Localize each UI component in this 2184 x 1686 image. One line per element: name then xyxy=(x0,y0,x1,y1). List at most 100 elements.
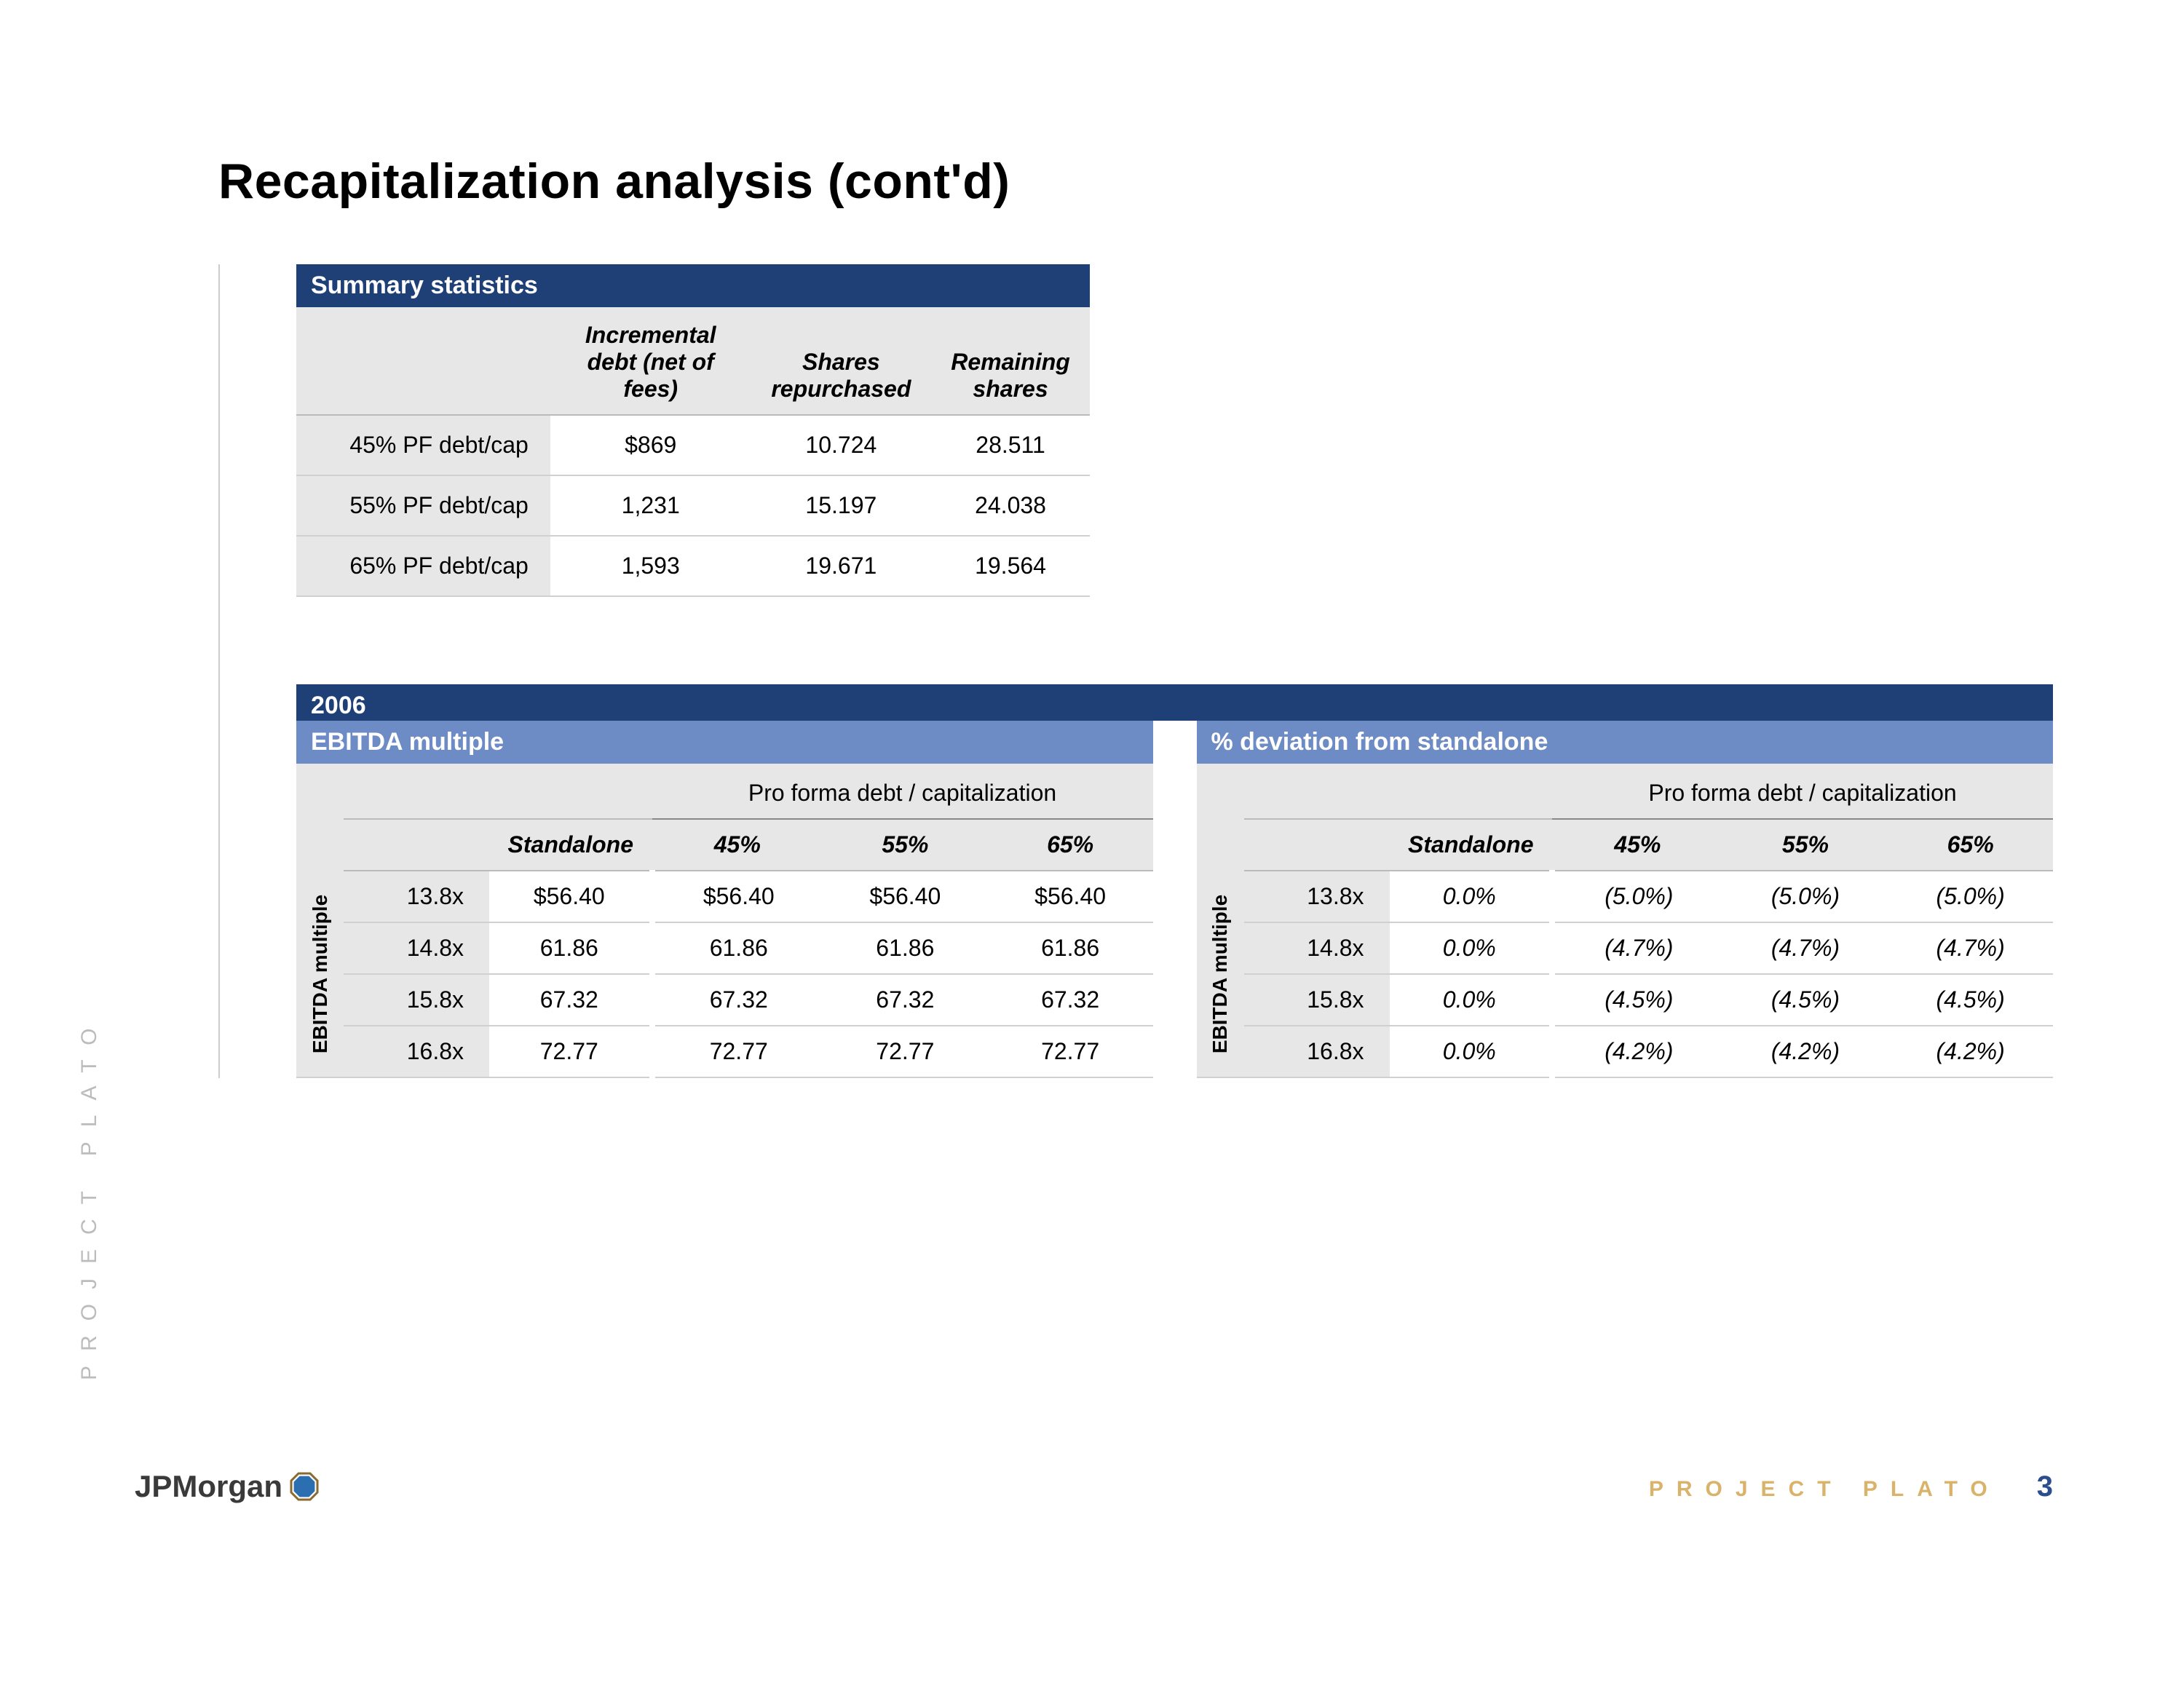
sens-cell: (5.0%) xyxy=(1888,871,2053,922)
left-sub-banner: EBITDA multiple xyxy=(296,721,1153,764)
ebitda-multiple-table: Pro forma debt / capitalization Standalo… xyxy=(296,764,1153,1078)
slide: Recapitalization analysis (cont'd) Summa… xyxy=(0,0,2184,1686)
sens-standalone-cell: 0.0% xyxy=(1390,871,1553,922)
sens-cell: $56.40 xyxy=(988,871,1153,922)
table-row: 55% PF debt/cap1,23115.19724.038 xyxy=(296,475,1090,536)
sens-standalone-cell: 0.0% xyxy=(1390,1026,1553,1077)
sens-cell: 72.77 xyxy=(823,1026,988,1077)
summary-table: Incremental debt (net of fees) Shares re… xyxy=(296,307,1090,597)
sens-cell: 72.77 xyxy=(652,1026,823,1077)
table-row: 16.8x72.7772.7772.7772.77 xyxy=(296,1026,1153,1077)
summary-row-label: 55% PF debt/cap xyxy=(296,475,550,536)
side-label-cell: EBITDA multiple xyxy=(1197,871,1244,1077)
right-scen-0: 45% xyxy=(1552,819,1723,871)
sens-row-label: 16.8x xyxy=(1244,1026,1390,1077)
sens-cell: 61.86 xyxy=(988,922,1153,974)
summary-cell: 1,593 xyxy=(550,536,751,596)
table-row: 16.8x0.0%(4.2%)(4.2%)(4.2%) xyxy=(1197,1026,2054,1077)
ebitda-side-label: EBITDA multiple xyxy=(1208,894,1232,1053)
sens-standalone-cell: 0.0% xyxy=(1390,922,1553,974)
table-row: 45% PF debt/cap$86910.72428.511 xyxy=(296,415,1090,475)
summary-row-label: 65% PF debt/cap xyxy=(296,536,550,596)
sens-standalone-cell: $56.40 xyxy=(489,871,652,922)
sens-cell: 61.86 xyxy=(652,922,823,974)
summary-banner: Summary statistics xyxy=(296,264,1090,307)
sens-row-label: 13.8x xyxy=(344,871,489,922)
sens-cell: (4.5%) xyxy=(1888,974,2053,1026)
summary-cell: 28.511 xyxy=(931,415,1090,475)
sens-row-label: 14.8x xyxy=(1244,922,1390,974)
summary-row-label: 45% PF debt/cap xyxy=(296,415,550,475)
summary-col-0: Incremental debt (net of fees) xyxy=(550,307,751,415)
page-number: 3 xyxy=(2037,1471,2053,1503)
summary-section: Summary statistics Incremental debt (net… xyxy=(296,264,1090,597)
year-banner: 2006 xyxy=(296,684,2053,721)
footer: JPMorgan PROJECT PLATO 3 xyxy=(135,1469,2053,1504)
left-first-col: Standalone xyxy=(489,819,652,871)
sens-standalone-cell: 61.86 xyxy=(489,922,652,974)
summary-cell: 1,231 xyxy=(550,475,751,536)
sens-cell: (4.2%) xyxy=(1723,1026,1888,1077)
sens-cell: 72.77 xyxy=(988,1026,1153,1077)
table-row: 14.8x0.0%(4.7%)(4.7%)(4.7%) xyxy=(1197,922,2054,974)
left-group-header: Pro forma debt / capitalization xyxy=(652,764,1153,819)
right-first-col: Standalone xyxy=(1390,819,1553,871)
sens-row-label: 13.8x xyxy=(1244,871,1390,922)
summary-cell: $869 xyxy=(550,415,751,475)
sens-cell: (4.5%) xyxy=(1552,974,1723,1026)
table-row: 15.8x0.0%(4.5%)(4.5%)(4.5%) xyxy=(1197,974,2054,1026)
summary-cell: 24.038 xyxy=(931,475,1090,536)
content-divider: Summary statistics Incremental debt (net… xyxy=(218,264,2053,1078)
deviation-panel: % deviation from standalone Pro forma de… xyxy=(1197,721,2054,1078)
right-scen-2: 65% xyxy=(1888,819,2053,871)
sens-cell: 67.32 xyxy=(652,974,823,1026)
summary-cell: 19.671 xyxy=(751,536,931,596)
ebitda-multiple-panel: EBITDA multiple Pro forma debt / capital… xyxy=(296,721,1153,1078)
ebitda-side-label: EBITDA multiple xyxy=(309,894,332,1053)
table-row: 15.8x67.3267.3267.3267.32 xyxy=(296,974,1153,1026)
summary-cell: 15.197 xyxy=(751,475,931,536)
footer-project-label: PROJECT PLATO xyxy=(1649,1477,2001,1502)
page-title: Recapitalization analysis (cont'd) xyxy=(218,153,2053,210)
right-scen-1: 55% xyxy=(1723,819,1888,871)
logo-icon xyxy=(290,1472,319,1501)
footer-right: PROJECT PLATO 3 xyxy=(1649,1471,2053,1503)
sens-cell: (5.0%) xyxy=(1552,871,1723,922)
table-row: EBITDA multiple13.8x$56.40$56.40$56.40$5… xyxy=(296,871,1153,922)
sens-cell: 61.86 xyxy=(823,922,988,974)
sens-cell: $56.40 xyxy=(652,871,823,922)
left-scen-2: 65% xyxy=(988,819,1153,871)
left-scen-0: 45% xyxy=(652,819,823,871)
summary-col-2: Remaining shares xyxy=(931,307,1090,415)
logo-text: JPMorgan xyxy=(135,1469,282,1504)
year-section: 2006 EBITDA multiple Pro forma debt / ca… xyxy=(296,684,2053,1078)
sens-standalone-cell: 67.32 xyxy=(489,974,652,1026)
left-scen-1: 55% xyxy=(823,819,988,871)
side-project-label: PROJECT PLATO xyxy=(77,1014,102,1380)
sens-cell: $56.40 xyxy=(823,871,988,922)
right-group-header: Pro forma debt / capitalization xyxy=(1552,764,2053,819)
deviation-table: Pro forma debt / capitalization Standalo… xyxy=(1197,764,2054,1078)
table-row: 14.8x61.8661.8661.8661.86 xyxy=(296,922,1153,974)
sens-row-label: 14.8x xyxy=(344,922,489,974)
sens-row-label: 15.8x xyxy=(344,974,489,1026)
sens-cell: (4.2%) xyxy=(1552,1026,1723,1077)
right-sub-banner: % deviation from standalone xyxy=(1197,721,2054,764)
summary-cell: 10.724 xyxy=(751,415,931,475)
twin-tables: EBITDA multiple Pro forma debt / capital… xyxy=(296,721,2053,1078)
table-row: 65% PF debt/cap1,59319.67119.564 xyxy=(296,536,1090,596)
sens-cell: 67.32 xyxy=(823,974,988,1026)
sens-row-label: 15.8x xyxy=(1244,974,1390,1026)
sens-cell: (4.7%) xyxy=(1888,922,2053,974)
sens-row-label: 16.8x xyxy=(344,1026,489,1077)
sens-cell: (4.7%) xyxy=(1723,922,1888,974)
logo: JPMorgan xyxy=(135,1469,319,1504)
sens-cell: (4.5%) xyxy=(1723,974,1888,1026)
sens-cell: 67.32 xyxy=(988,974,1153,1026)
summary-col-1: Shares repurchased xyxy=(751,307,931,415)
sens-cell: (4.7%) xyxy=(1552,922,1723,974)
side-label-cell: EBITDA multiple xyxy=(296,871,344,1077)
sens-standalone-cell: 72.77 xyxy=(489,1026,652,1077)
sens-standalone-cell: 0.0% xyxy=(1390,974,1553,1026)
sens-cell: (5.0%) xyxy=(1723,871,1888,922)
